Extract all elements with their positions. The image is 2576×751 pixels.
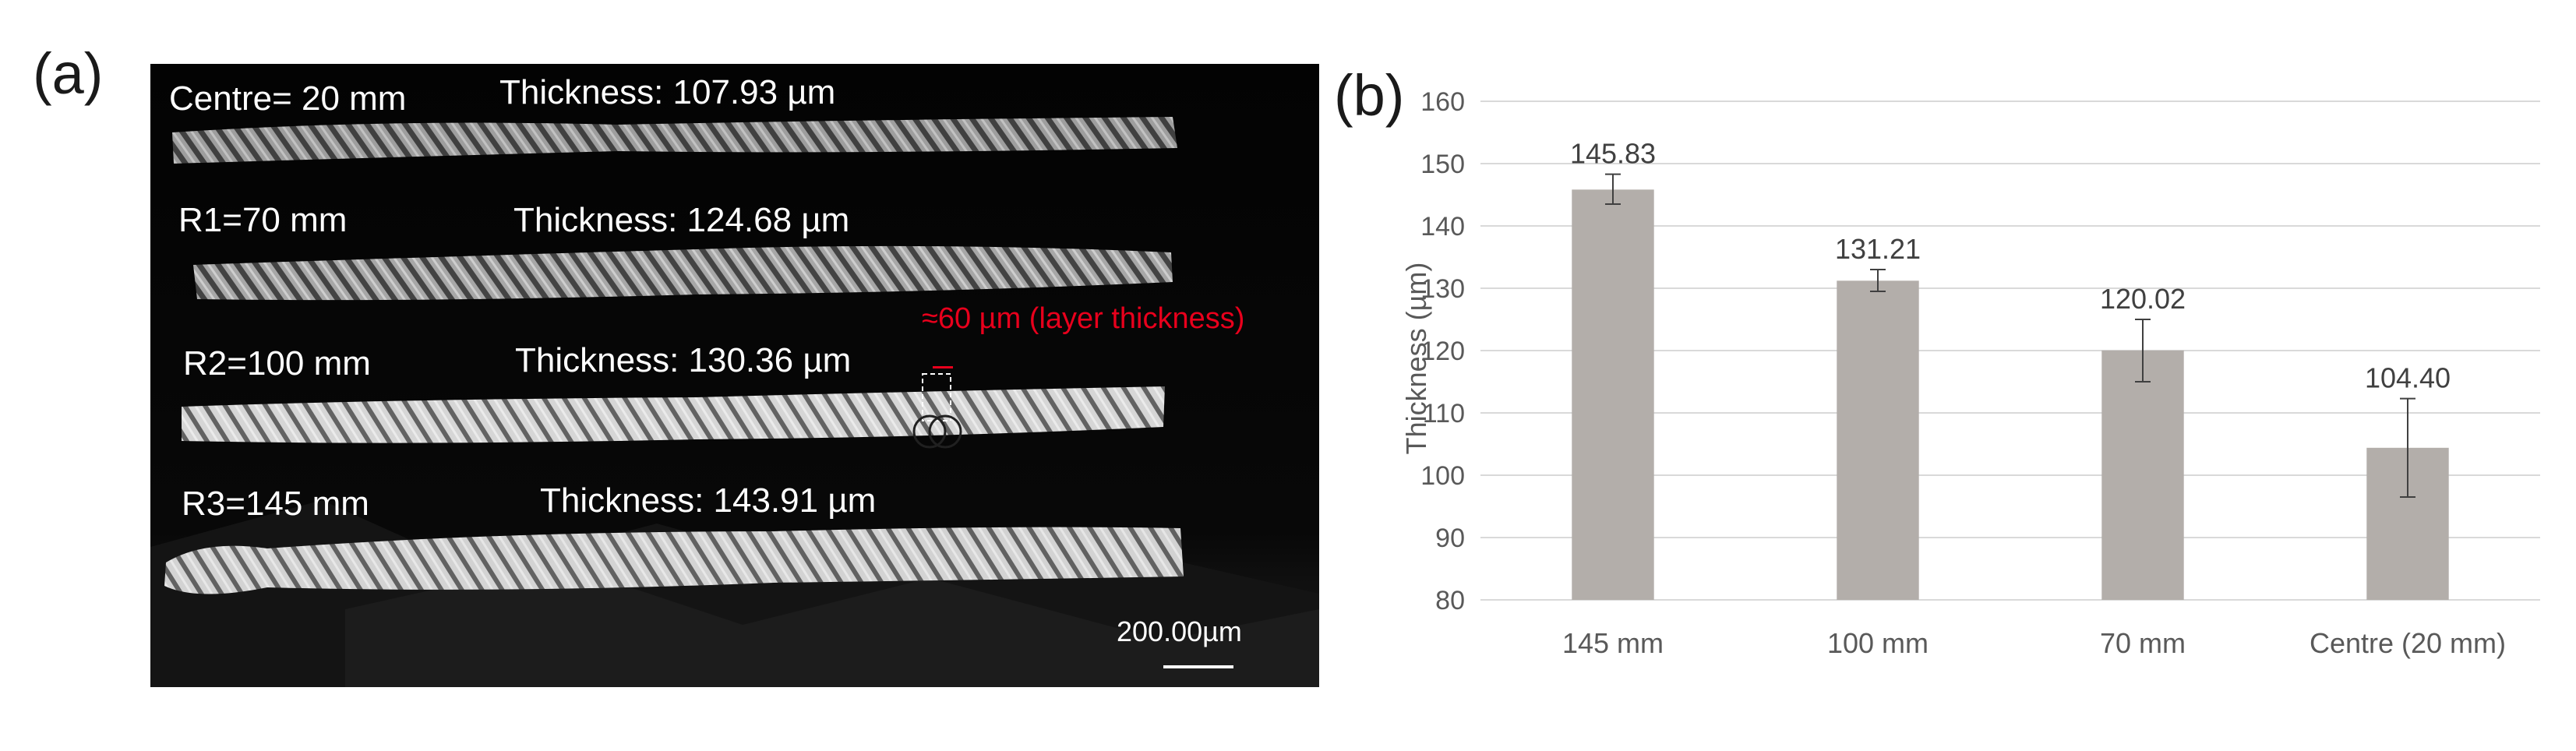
data-labels: 145.83 131.21 120.02 104.40: [1570, 138, 2451, 394]
error-bar: [1605, 173, 1621, 205]
strip-thickness-label: Thickness: 124.68 µm: [513, 201, 850, 239]
layer-thickness-annotation: ≈60 µm (layer thickness): [922, 302, 1245, 335]
strip-thickness-label: Thickness: 143.91 µm: [540, 481, 877, 520]
x-tick-label: 145 mm: [1562, 627, 1664, 659]
strip-position-label: R3=145 mm: [182, 485, 369, 523]
strip-position-label: R2=100 mm: [183, 344, 371, 383]
bars: [1572, 189, 2449, 601]
x-axis-ticks: 145 mm 100 mm 70 mm Centre (20 mm): [1562, 627, 2506, 659]
data-label: 120.02: [2100, 283, 2186, 315]
data-label: 104.40: [2365, 362, 2451, 394]
y-tick-label: 80: [1435, 586, 1465, 615]
x-tick-label: 100 mm: [1827, 627, 1928, 659]
strip-r3: [164, 527, 1184, 594]
strip-r1: [193, 245, 1173, 301]
panel-a-label: (a): [33, 41, 104, 106]
x-tick-label: Centre (20 mm): [2310, 627, 2506, 659]
y-tick-label: 100: [1420, 461, 1465, 491]
thickness-bar-chart: 80 90 100 110 120 130 140 150 160 145.83 131.21 12…: [1400, 87, 2540, 659]
data-label: 131.21: [1835, 233, 1921, 265]
y-axis-label: Thickness (µm): [1400, 263, 1432, 455]
error-bar: [2400, 397, 2415, 498]
data-label: 145.83: [1570, 138, 1656, 170]
bar: [2101, 350, 2184, 600]
strip-position-label: R1=70 mm: [178, 201, 348, 239]
panel-b-label: (b): [1334, 63, 1405, 128]
scale-bar: [1163, 665, 1233, 668]
y-tick-label: 120: [1420, 337, 1465, 366]
grid-lines: [1480, 100, 2540, 601]
x-tick-label: 70 mm: [2100, 627, 2186, 659]
y-tick-label: 110: [1423, 399, 1465, 428]
error-bar: [1870, 269, 1886, 292]
strip-thickness-label: Thickness: 107.93 µm: [499, 73, 836, 111]
bar: [1572, 189, 1654, 601]
strip-position-label: Centre= 20 mm: [169, 79, 407, 118]
bar: [1837, 280, 1919, 600]
scale-bar-label: 200.00µm: [1117, 615, 1242, 647]
strip-centre: [172, 117, 1177, 164]
y-axis-ticks: 80 90 100 110 120 130 140 150 160: [1420, 87, 1465, 615]
strip-thickness-label: Thickness: 130.36 µm: [515, 341, 852, 379]
y-tick-label: 140: [1420, 212, 1465, 242]
error-bar: [2135, 319, 2151, 383]
micrograph-image: [150, 64, 1319, 687]
strip-r2: [182, 386, 1165, 443]
y-tick-label: 160: [1420, 87, 1465, 117]
layer-thickness-marker: [933, 366, 953, 368]
y-tick-label: 90: [1435, 524, 1465, 553]
error-bars: [1605, 173, 2415, 498]
y-tick-label: 130: [1420, 274, 1465, 304]
y-tick-label: 150: [1420, 150, 1465, 179]
